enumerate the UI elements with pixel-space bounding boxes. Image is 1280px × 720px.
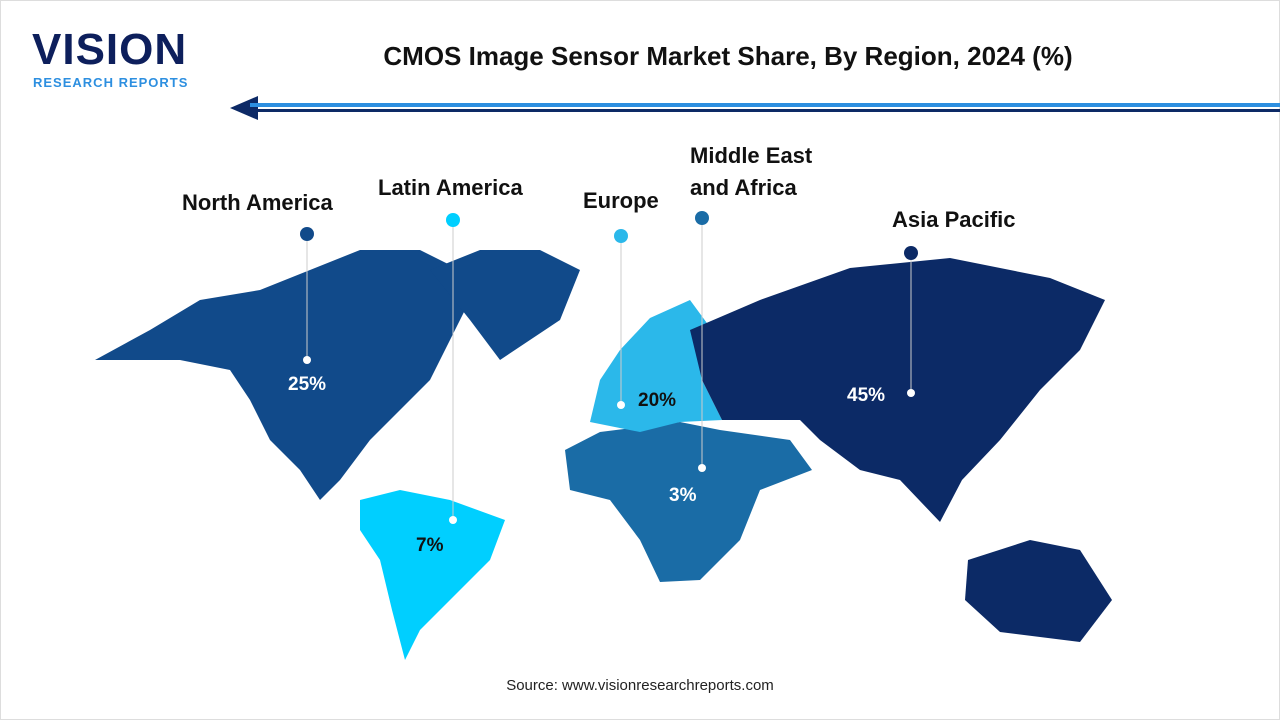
- value-mea: 3%: [669, 485, 697, 506]
- label-north-america: North America: [182, 190, 333, 215]
- header-line: [250, 103, 1280, 107]
- chart-title: CMOS Image Sensor Market Share, By Regio…: [383, 41, 1073, 71]
- label-mea: Middle East and Africa: [690, 143, 813, 200]
- map-region-middle-east-africa: [565, 422, 812, 582]
- header-line-dark: [250, 109, 1280, 112]
- marker-dot: [904, 246, 918, 260]
- value-latin-america: 7%: [416, 535, 444, 556]
- logo-main: VISION: [32, 25, 188, 74]
- marker-dot: [446, 213, 460, 227]
- value-north-america: 25%: [288, 374, 327, 395]
- marker-end: [449, 516, 457, 524]
- label-europe: Europe: [583, 188, 659, 213]
- marker-dot: [300, 227, 314, 241]
- marker-end: [617, 401, 625, 409]
- value-europe: 20%: [638, 390, 677, 411]
- label-latin-america: Latin America: [378, 175, 523, 200]
- logo-sub: RESEARCH REPORTS: [33, 75, 189, 90]
- source-note: Source: www.visionresearchreports.com: [506, 677, 774, 694]
- value-asia-pacific: 45%: [847, 385, 886, 406]
- marker-dot: [614, 229, 628, 243]
- marker-dot: [695, 211, 709, 225]
- map-region-north-america: [95, 250, 470, 500]
- map-region-australia: [965, 540, 1112, 642]
- map-region-europe: [590, 300, 722, 432]
- label-asia-pacific: Asia Pacific: [892, 207, 1016, 232]
- marker-end: [907, 389, 915, 397]
- header-arrow: [230, 96, 258, 120]
- map-region-asia-pacific: [690, 258, 1105, 522]
- marker-end: [698, 464, 706, 472]
- marker-end: [303, 356, 311, 364]
- map-region-latin-america: [360, 490, 505, 660]
- map-region-greenland: [430, 250, 580, 360]
